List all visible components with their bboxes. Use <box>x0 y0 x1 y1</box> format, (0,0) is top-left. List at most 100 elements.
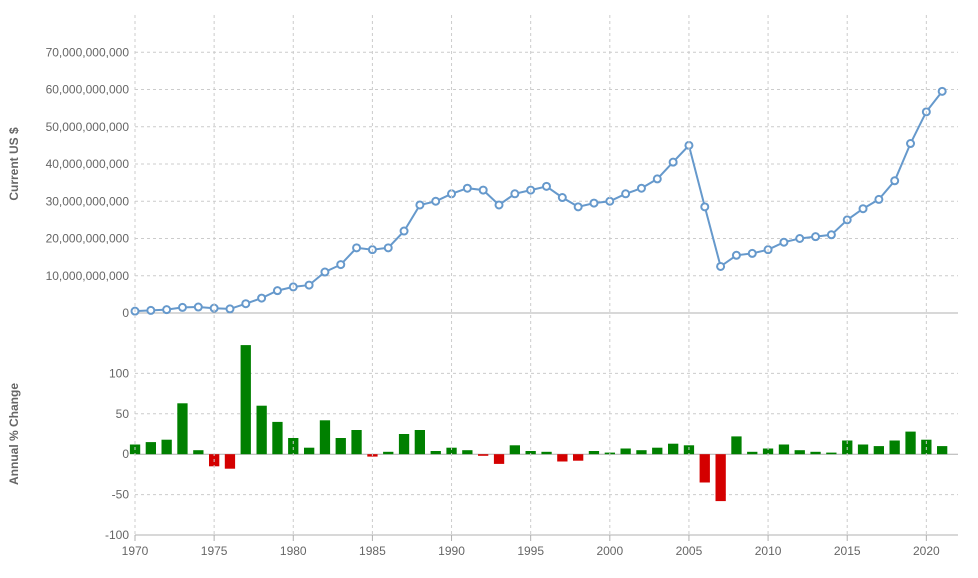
chart-dual-panel: { "chart": { "width": 978, "height": 578… <box>0 0 978 578</box>
bar-positive <box>652 448 662 455</box>
top-ytick-label: 70,000,000,000 <box>46 45 130 59</box>
bar-negative <box>716 454 726 501</box>
top-series-marker <box>306 282 313 289</box>
top-series-marker <box>258 295 265 302</box>
top-series-marker <box>147 307 154 314</box>
bar-positive <box>621 449 631 455</box>
bar-positive <box>937 446 947 454</box>
top-series-marker <box>939 88 946 95</box>
top-series-marker <box>654 175 661 182</box>
top-series-marker <box>464 185 471 192</box>
top-series-marker <box>432 198 439 205</box>
top-series-marker <box>701 203 708 210</box>
top-ytick-label: 40,000,000,000 <box>46 157 130 171</box>
top-series-marker <box>812 233 819 240</box>
x-tick-label: 2020 <box>913 544 940 558</box>
bar-positive <box>257 406 267 455</box>
bar-positive <box>589 451 599 454</box>
top-series-marker <box>511 190 518 197</box>
top-series-marker <box>401 228 408 235</box>
top-ytick-label: 10,000,000,000 <box>46 269 130 283</box>
top-series-marker <box>416 201 423 208</box>
bar-positive <box>541 452 551 454</box>
bar-positive <box>241 345 251 454</box>
top-series-marker <box>321 269 328 276</box>
top-series-marker <box>274 287 281 294</box>
top-series-marker <box>780 239 787 246</box>
bar-positive <box>462 450 472 454</box>
x-tick-label: 1980 <box>280 544 307 558</box>
bottom-ytick-label: -50 <box>112 488 130 502</box>
top-series-marker <box>907 140 914 147</box>
bar-positive <box>304 448 314 455</box>
bar-positive <box>779 445 789 455</box>
top-ytick-label: 30,000,000,000 <box>46 194 130 208</box>
bar-positive <box>288 438 298 454</box>
top-series-marker <box>717 263 724 270</box>
top-ytick-label: 0 <box>122 306 129 320</box>
bottom-ytick-label: -100 <box>105 528 129 542</box>
top-series-marker <box>480 187 487 194</box>
top-series-marker <box>733 252 740 259</box>
top-ytick-label: 20,000,000,000 <box>46 232 130 246</box>
x-tick-label: 2010 <box>755 544 782 558</box>
bar-positive <box>320 420 330 454</box>
bar-positive <box>336 438 346 454</box>
bar-positive <box>636 450 646 454</box>
top-series-marker <box>179 304 186 311</box>
bar-positive <box>351 430 361 454</box>
bar-negative <box>225 454 235 469</box>
top-series-marker <box>559 194 566 201</box>
top-ylabel: Current US $ <box>7 127 21 201</box>
bar-negative <box>494 454 504 464</box>
bar-positive <box>193 450 203 454</box>
top-series-marker <box>891 177 898 184</box>
bar-positive <box>146 442 156 454</box>
bottom-ytick-label: 50 <box>116 407 130 421</box>
x-tick-label: 2000 <box>596 544 623 558</box>
top-series-marker <box>749 250 756 257</box>
top-series-marker <box>543 183 550 190</box>
top-series-marker <box>226 305 233 312</box>
top-ytick-label: 60,000,000,000 <box>46 83 130 97</box>
bottom-ytick-label: 100 <box>109 366 129 380</box>
bar-positive <box>795 450 805 454</box>
bottom-ylabel: Annual % Change <box>7 383 21 485</box>
top-series-marker <box>828 231 835 238</box>
top-series-marker <box>242 300 249 307</box>
bar-positive <box>399 434 409 454</box>
top-series-marker <box>496 201 503 208</box>
bar-positive <box>905 432 915 455</box>
top-ytick-label: 50,000,000,000 <box>46 120 130 134</box>
top-series-marker <box>385 244 392 251</box>
bar-positive <box>162 440 172 455</box>
top-series-marker <box>195 304 202 311</box>
top-series-marker <box>575 203 582 210</box>
top-series-marker <box>638 185 645 192</box>
bar-negative <box>557 454 567 461</box>
bar-positive <box>272 422 282 454</box>
x-tick-label: 1970 <box>122 544 149 558</box>
x-tick-label: 1995 <box>517 544 544 558</box>
x-tick-label: 1975 <box>201 544 228 558</box>
bar-positive <box>383 452 393 454</box>
bar-positive <box>858 445 868 455</box>
chart-svg: 0 10,000,000,000 20,000,000,000 30,000,000,… <box>0 0 978 578</box>
bar-positive <box>668 444 678 455</box>
x-tick-label: 1985 <box>359 544 386 558</box>
x-tick-label: 2015 <box>834 544 861 558</box>
bar-positive <box>415 430 425 454</box>
top-series-marker <box>337 261 344 268</box>
bar-positive <box>731 436 741 454</box>
bar-positive <box>510 445 520 454</box>
top-series-marker <box>860 205 867 212</box>
top-series-marker <box>796 235 803 242</box>
x-tick-label: 2005 <box>676 544 703 558</box>
top-series-marker <box>590 200 597 207</box>
bar-positive <box>747 452 757 454</box>
top-series-marker <box>670 159 677 166</box>
x-tick-label: 1990 <box>438 544 465 558</box>
bar-positive <box>810 452 820 454</box>
bar-positive <box>890 441 900 455</box>
top-series-marker <box>622 190 629 197</box>
